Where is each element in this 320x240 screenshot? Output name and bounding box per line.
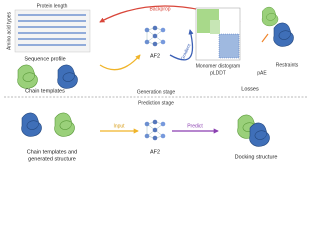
input-arrow	[99, 54, 141, 71]
af2-network	[144, 25, 166, 47]
input-label: Input	[113, 123, 125, 129]
backprop-label: Backprop	[149, 6, 170, 12]
plddt-label: pLDDT	[210, 70, 226, 76]
distogram-label: Monomer distogram	[196, 63, 240, 69]
y-axis-label: Amino acid types	[6, 11, 12, 50]
gradient-arrow	[169, 29, 194, 61]
af2-network	[144, 119, 166, 141]
label: Chain templates and	[27, 149, 77, 155]
predict-label: Predict	[187, 123, 203, 129]
restraints-label: Restraints	[276, 62, 299, 68]
model-label: AF2	[150, 149, 160, 155]
docking-structure: Docking structure	[235, 114, 278, 160]
figure: Protein length Amino acid types Sequence…	[4, 3, 308, 162]
pae-label: pAE	[257, 70, 267, 76]
label: Chain templates	[25, 88, 65, 94]
input-structures: Chain templates and generated structure	[21, 112, 77, 162]
prediction-stage: Prediction stage	[138, 100, 174, 106]
losses-label: Losses	[241, 86, 259, 92]
losses: Monomer distogram pLDDT pAE Restraints L…	[195, 6, 299, 92]
label: generated structure	[28, 156, 76, 162]
model-label: AF2	[150, 53, 160, 59]
x-axis-label: Protein length	[37, 3, 68, 9]
label: Docking structure	[235, 154, 278, 160]
generation-stage: Generation stage	[137, 89, 176, 95]
chain-templates: Chain templates	[17, 64, 78, 94]
sequence-profile: Protein length Amino acid types Sequence…	[6, 3, 91, 62]
label: Sequence profile	[24, 56, 65, 62]
